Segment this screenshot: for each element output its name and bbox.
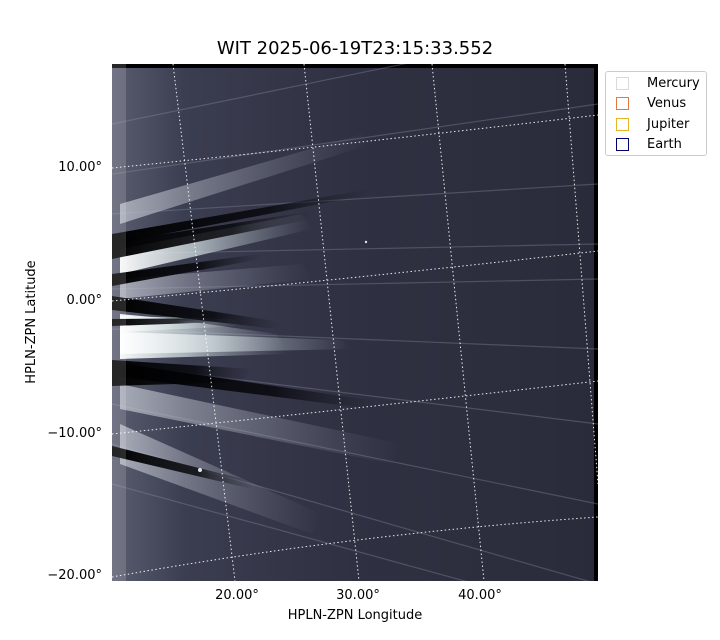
legend-item-venus: Venus [616,95,686,111]
legend-item-jupiter: Jupiter [616,116,689,132]
x-tick-label: 40.00° [458,588,502,603]
x-tick-label: 30.00° [336,588,380,603]
image-panel [112,64,598,581]
plot-title: WIT 2025-06-19T23:15:33.552 [216,38,494,59]
solar-wind-image [112,64,598,581]
legend-swatch [616,117,629,131]
x-axis-label: HPLN-ZPN Longitude [287,608,423,623]
legend-swatch [616,76,629,90]
legend-item-earth: Earth [616,136,682,152]
x-tick-label: 20.00° [215,588,259,603]
legend-item-mercury: Mercury [616,75,700,91]
legend-label: Earth [647,136,682,152]
y-axis-label: HPLN-ZPN Latitude [24,260,39,384]
legend-swatch [616,96,629,110]
legend-label: Venus [647,95,687,111]
legend-label: Jupiter [647,116,690,132]
y-tick-label: 10.00° [58,160,102,175]
legend-label: Mercury [647,75,700,91]
legend: Mercury Venus Jupiter Earth [605,71,707,156]
y-tick-label: 0.00° [66,293,102,308]
legend-swatch [616,137,629,151]
y-tick-label: −10.00° [47,426,102,441]
y-tick-label: −20.00° [47,568,102,583]
